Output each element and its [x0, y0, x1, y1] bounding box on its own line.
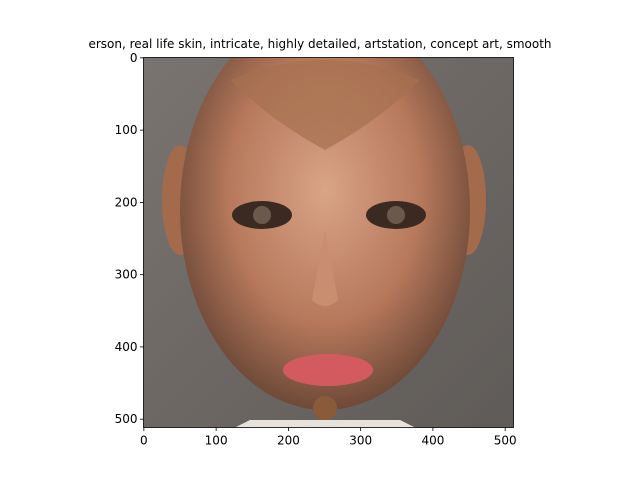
y-tick-label: 0: [130, 51, 138, 65]
y-tick-label: 400: [115, 340, 138, 354]
y-tick-label: 200: [115, 195, 138, 209]
image: [143, 57, 514, 428]
y-tick-label: 100: [115, 123, 138, 137]
x-tick-label: 300: [349, 434, 372, 448]
chart-title: erson, real life skin, intricate, highly…: [88, 37, 551, 51]
x-tick-label: 0: [140, 434, 148, 448]
x-tick-label: 500: [494, 434, 517, 448]
y-tick-label: 500: [115, 412, 138, 426]
axes-frame: [143, 57, 514, 428]
x-tick-label: 200: [277, 434, 300, 448]
x-tick-label: 400: [421, 434, 444, 448]
x-tick-label: 100: [205, 434, 228, 448]
y-tick-label: 300: [115, 268, 138, 282]
